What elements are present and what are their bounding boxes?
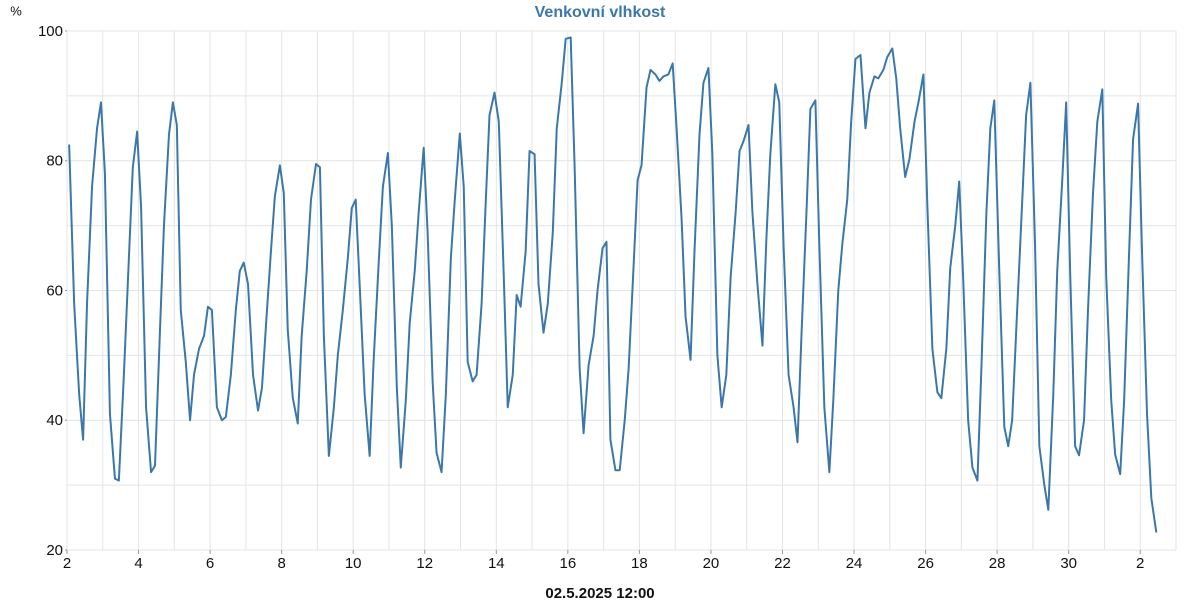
y-tick-label: 40 (46, 412, 63, 429)
x-tick-label: 14 (488, 555, 505, 572)
x-tick-label: 30 (1060, 555, 1077, 572)
x-tick-label: 2 (63, 555, 71, 572)
y-tick-label: 60 (46, 282, 63, 299)
y-tick-label: 80 (46, 153, 63, 170)
chart-title: Venkovní vlhkost (535, 4, 666, 21)
y-tick-label: 20 (46, 542, 63, 559)
x-tick-label: 24 (846, 555, 863, 572)
x-tick-label: 22 (774, 555, 791, 572)
x-tick-label: 2 (1136, 555, 1144, 572)
y-axis-label: % (10, 3, 22, 18)
x-tick-label: 20 (703, 555, 720, 572)
x-tick-label: 16 (559, 555, 576, 572)
x-tick-label: 10 (345, 555, 362, 572)
x-tick-label: 12 (416, 555, 433, 572)
x-tick-label: 18 (631, 555, 648, 572)
x-tick-label: 4 (134, 555, 142, 572)
x-tick-label: 26 (917, 555, 934, 572)
y-tick-label: 100 (38, 23, 63, 40)
x-tick-label: 28 (989, 555, 1006, 572)
x-tick-label: 8 (277, 555, 285, 572)
x-tick-label: 6 (206, 555, 214, 572)
line-series (68, 36, 1158, 533)
x-axis-label: 02.5.2025 12:00 (545, 585, 654, 600)
